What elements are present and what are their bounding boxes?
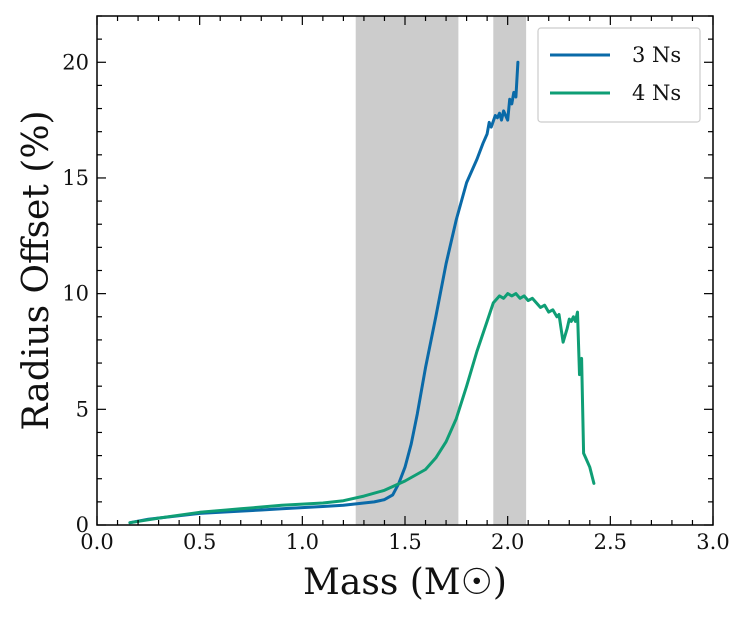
shaded-regions [355,16,527,525]
axis-ticks [96,15,714,526]
y-tick-label: 0 [76,513,89,537]
x-tick-label: 2.5 [594,530,627,554]
y-tick-labels: 0 5 10 15 20 [62,50,89,537]
legend-label: 3 Ns [632,43,681,67]
x-tick-label: 1.5 [388,530,421,554]
legend: 3 Ns 4 Ns [537,27,701,123]
x-tick-label: 0.5 [183,530,216,554]
y-tick-label: 20 [62,50,89,74]
x-axis-label: Mass (M☉) [303,562,507,603]
legend-box [537,27,701,123]
x-tick-label: 1.0 [286,530,319,554]
x-tick-labels: 0.0 0.5 1.0 1.5 2.0 2.5 3.0 [80,530,729,554]
series-lines [128,60,596,525]
series-line-4-ns [128,292,596,525]
shaded-region-2 [493,16,527,525]
y-tick-label: 15 [62,166,89,190]
x-tick-label: 0.0 [80,530,113,554]
legend-label: 4 Ns [632,81,681,105]
shaded-region-1 [355,16,459,525]
y-tick-label: 10 [62,282,89,306]
x-tick-label: 3.0 [696,530,729,554]
series-line-3-ns [128,60,520,525]
y-tick-label: 5 [76,397,89,421]
x-tick-label: 2.0 [491,530,524,554]
y-axis-label: Radius Offset (%) [16,110,57,430]
